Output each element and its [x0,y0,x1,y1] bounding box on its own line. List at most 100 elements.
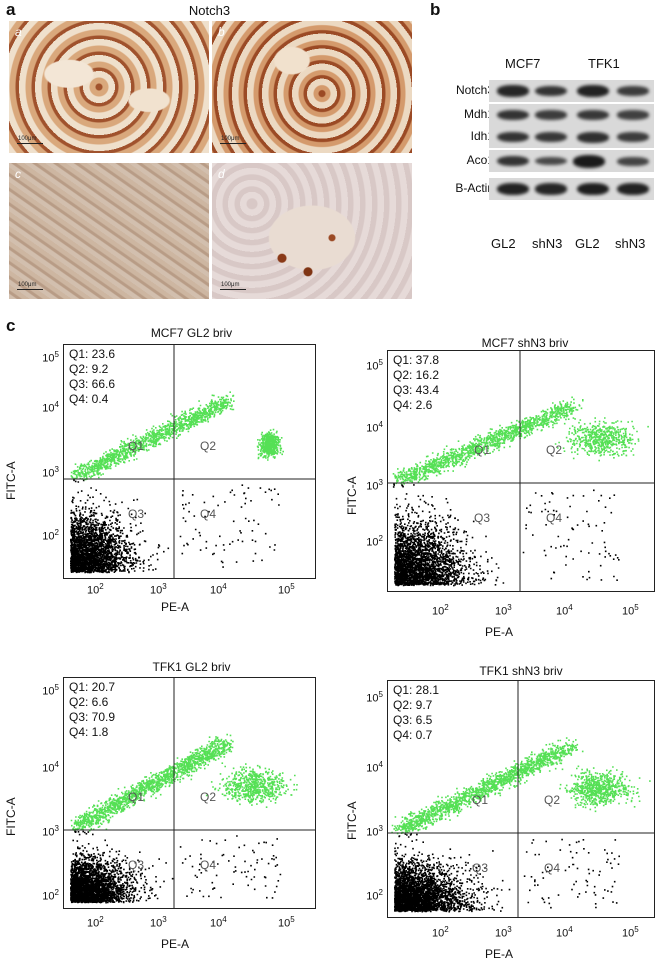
blot-band [577,109,609,121]
y-tick-label: 104 [366,420,383,435]
blot-strip [489,178,654,200]
quadrant-label: Q1 [128,790,145,804]
quadrant-stat: Q2: 6.6 [69,695,109,709]
quadrant-label: Q2 [546,443,563,457]
blot-strip [489,126,654,148]
ungated-events [70,830,282,904]
tick-exponent: 5 [378,690,383,699]
lane-label: shN3 [532,236,563,251]
blot-band [617,132,649,142]
blot-band [497,155,529,167]
scatter-svg [388,351,654,591]
flow-dot-plot: Q1: 23.6 Q2: 9.2 Q3: 66.6 Q4: 0.4 Q1 Q2 Q3 Q4 [63,344,316,579]
y-tick-label: 105 [42,350,59,365]
tick-exponent: 4 [222,582,227,591]
y-tick-label: 103 [366,824,383,839]
tick-exponent: 2 [378,534,383,543]
flow-dot-plot: Q1: 20.7 Q2: 6.6 Q3: 70.9 Q4: 1.8 Q1 Q2 Q3 Q4 [63,677,316,909]
blot-band [617,86,649,96]
y-tick-label: 105 [42,683,59,698]
x-axis-label: PE-A [485,625,514,639]
scatter-svg [64,678,315,908]
quadrant-label: Q4 [200,858,217,872]
quadrant-label: Q2 [544,793,561,807]
y-tick-label: 104 [42,760,59,775]
flow-plot-title: MCF7 shN3 briv [481,336,569,350]
tick-exponent: 2 [54,528,59,537]
lane-label: GL2 [491,236,516,251]
quadrant-stat: Q2: 9.7 [393,698,433,712]
quadrant-stat: Q1: 20.7 [69,680,116,694]
quadrant-label: Q1 [472,793,489,807]
blot-band [535,85,567,97]
tick-exponent: 4 [54,760,59,769]
tick-exponent: 2 [444,925,449,934]
scale-bar-label: 100μm [18,282,37,288]
tick-exponent: 4 [378,420,383,429]
lane-label: GL2 [575,236,600,251]
y-tick-label: 102 [366,534,383,549]
micrograph-d-label: d [218,167,225,181]
quadrant-label: Q4 [544,861,561,875]
cell-line-tfk1: TFK1 [588,56,620,71]
panel-c-letter: c [6,316,16,335]
blot-row-label: Mdh1 [463,107,494,121]
tick-exponent: 2 [444,603,449,612]
flow-plot-title: TFK1 GL2 briv [152,660,231,674]
quadrant-label: Q4 [200,507,217,521]
blot-row-label: Idh1 [470,129,494,143]
x-tick-label: 103 [495,603,512,618]
blot-band [497,109,529,121]
tick-exponent: 3 [54,465,59,474]
quadrant-label: Q4 [546,511,563,525]
scale-bar-label: 100μm [221,282,240,288]
x-tick-label: 104 [210,582,227,597]
x-tick-label: 103 [150,582,167,597]
blot-band [577,131,609,143]
blot-band [577,84,609,98]
blot-band [535,156,567,166]
tick-exponent: 3 [507,603,512,612]
y-tick-label: 104 [42,400,59,415]
flow-dot-plot: Q1: 28.1 Q2: 9.7 Q3: 6.5 Q4: 0.7 Q1 Q2 Q3 Q4 [387,680,655,918]
ungated-events [392,483,620,587]
quadrant-stat: Q4: 0.7 [393,728,433,742]
x-axis-label: PE-A [161,600,190,614]
micrograph-a-label: a [15,25,22,39]
y-tick-label: 102 [366,888,383,903]
scale-bar [17,143,43,144]
blot-band [497,182,529,196]
tick-exponent: 2 [99,915,104,924]
scale-bar-label: 100μm [18,136,37,142]
micrograph-c-label: c [15,167,21,181]
quadrant-stat: Q2: 9.2 [69,362,109,376]
x-tick-label: 105 [622,925,639,940]
scale-bar [220,143,246,144]
quadrant-stat: Q4: 0.4 [69,392,109,406]
y-tick-label: 105 [366,690,383,705]
flow-plot-title: MCF7 GL2 briv [150,326,233,340]
blot-band [617,156,649,166]
blot-band [497,131,529,143]
scale-bar-label: 100μm [221,136,240,142]
quadrant-stat: Q3: 6.5 [393,713,433,727]
tick-exponent: 4 [568,925,573,934]
blot-strip [489,104,654,126]
quadrant-stats: Q1: 20.7 Q2: 6.6 Q3: 70.9 Q4: 1.8 [69,680,118,740]
y-tick-label: 103 [366,478,383,493]
quadrant-label: Q2 [200,439,217,453]
x-tick-label: 104 [210,915,227,930]
tick-exponent: 5 [54,350,59,359]
tick-exponent: 2 [54,888,59,897]
panel-a-title: Notch3 [188,3,231,18]
tick-exponent: 4 [222,915,227,924]
cell-line-mcf7: MCF7 [505,56,541,71]
y-tick-label: 103 [42,465,59,480]
x-tick-label: 103 [150,915,167,930]
tick-exponent: 4 [54,400,59,409]
ungated-events [70,479,280,574]
tick-exponent: 5 [634,925,639,934]
tick-exponent: 2 [378,888,383,897]
x-tick-label: 105 [278,582,295,597]
quadrant-stat: Q1: 23.6 [69,347,116,361]
